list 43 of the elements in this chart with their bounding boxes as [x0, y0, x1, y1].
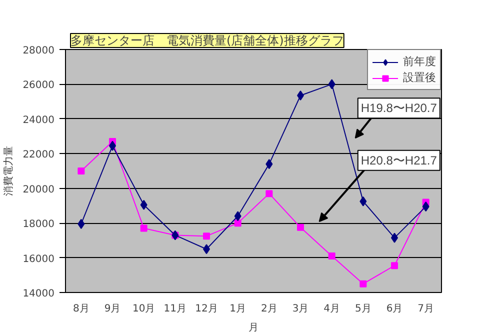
x-tick-label: 1月 [230, 304, 246, 314]
y-tick-label: 22000 [22, 150, 54, 161]
point [422, 202, 430, 212]
x-tick-label: 10月 [132, 304, 156, 314]
point [360, 196, 367, 206]
point [234, 211, 242, 222]
x-tick-label: 9月 [104, 304, 121, 314]
annotation: H19.8〜H20.7 [360, 101, 438, 116]
x-tick-label: 3月 [292, 304, 309, 314]
point [360, 280, 367, 288]
legend-label: 前年度 [403, 54, 436, 69]
point [234, 220, 242, 227]
y-axis-title: 消費電力量 [2, 146, 15, 196]
point [140, 200, 148, 210]
point [391, 262, 398, 270]
chart-title: 多摩センター店 電気消費量(店舗全体)推移グラフ [70, 34, 344, 48]
x-tick-label: 8月 [72, 304, 90, 314]
x-tick-label: 12月 [195, 304, 218, 314]
y-tick-label: 16000 [22, 254, 54, 265]
x-axis-title: 月 [248, 322, 258, 334]
y-tick-label: 24000 [22, 114, 54, 126]
x-tick-label: 2月 [260, 304, 278, 314]
y-tick-label: 20000 [22, 184, 54, 196]
x-tick-label: 6月 [386, 304, 403, 314]
x-tick-label: 11月 [164, 304, 187, 314]
point [140, 224, 148, 232]
point [297, 224, 304, 231]
x-tick-label: 5月 [354, 304, 372, 314]
annotation: H20.8〜H21.7 [360, 153, 438, 168]
point [203, 232, 210, 240]
point [78, 218, 85, 229]
point [78, 168, 85, 174]
y-tick-label: 28000 [22, 46, 54, 56]
legend-label: 設置後 [403, 70, 436, 85]
point [328, 252, 336, 260]
x-tick-label: 4月 [324, 304, 340, 314]
y-tick-label: 18000 [22, 219, 54, 230]
point [266, 159, 273, 170]
y-tick-label: 26000 [22, 80, 54, 92]
y-tick-label: 14000 [22, 288, 54, 300]
x-tick-label: 7月 [418, 304, 434, 314]
point [328, 79, 336, 90]
point [266, 190, 273, 198]
